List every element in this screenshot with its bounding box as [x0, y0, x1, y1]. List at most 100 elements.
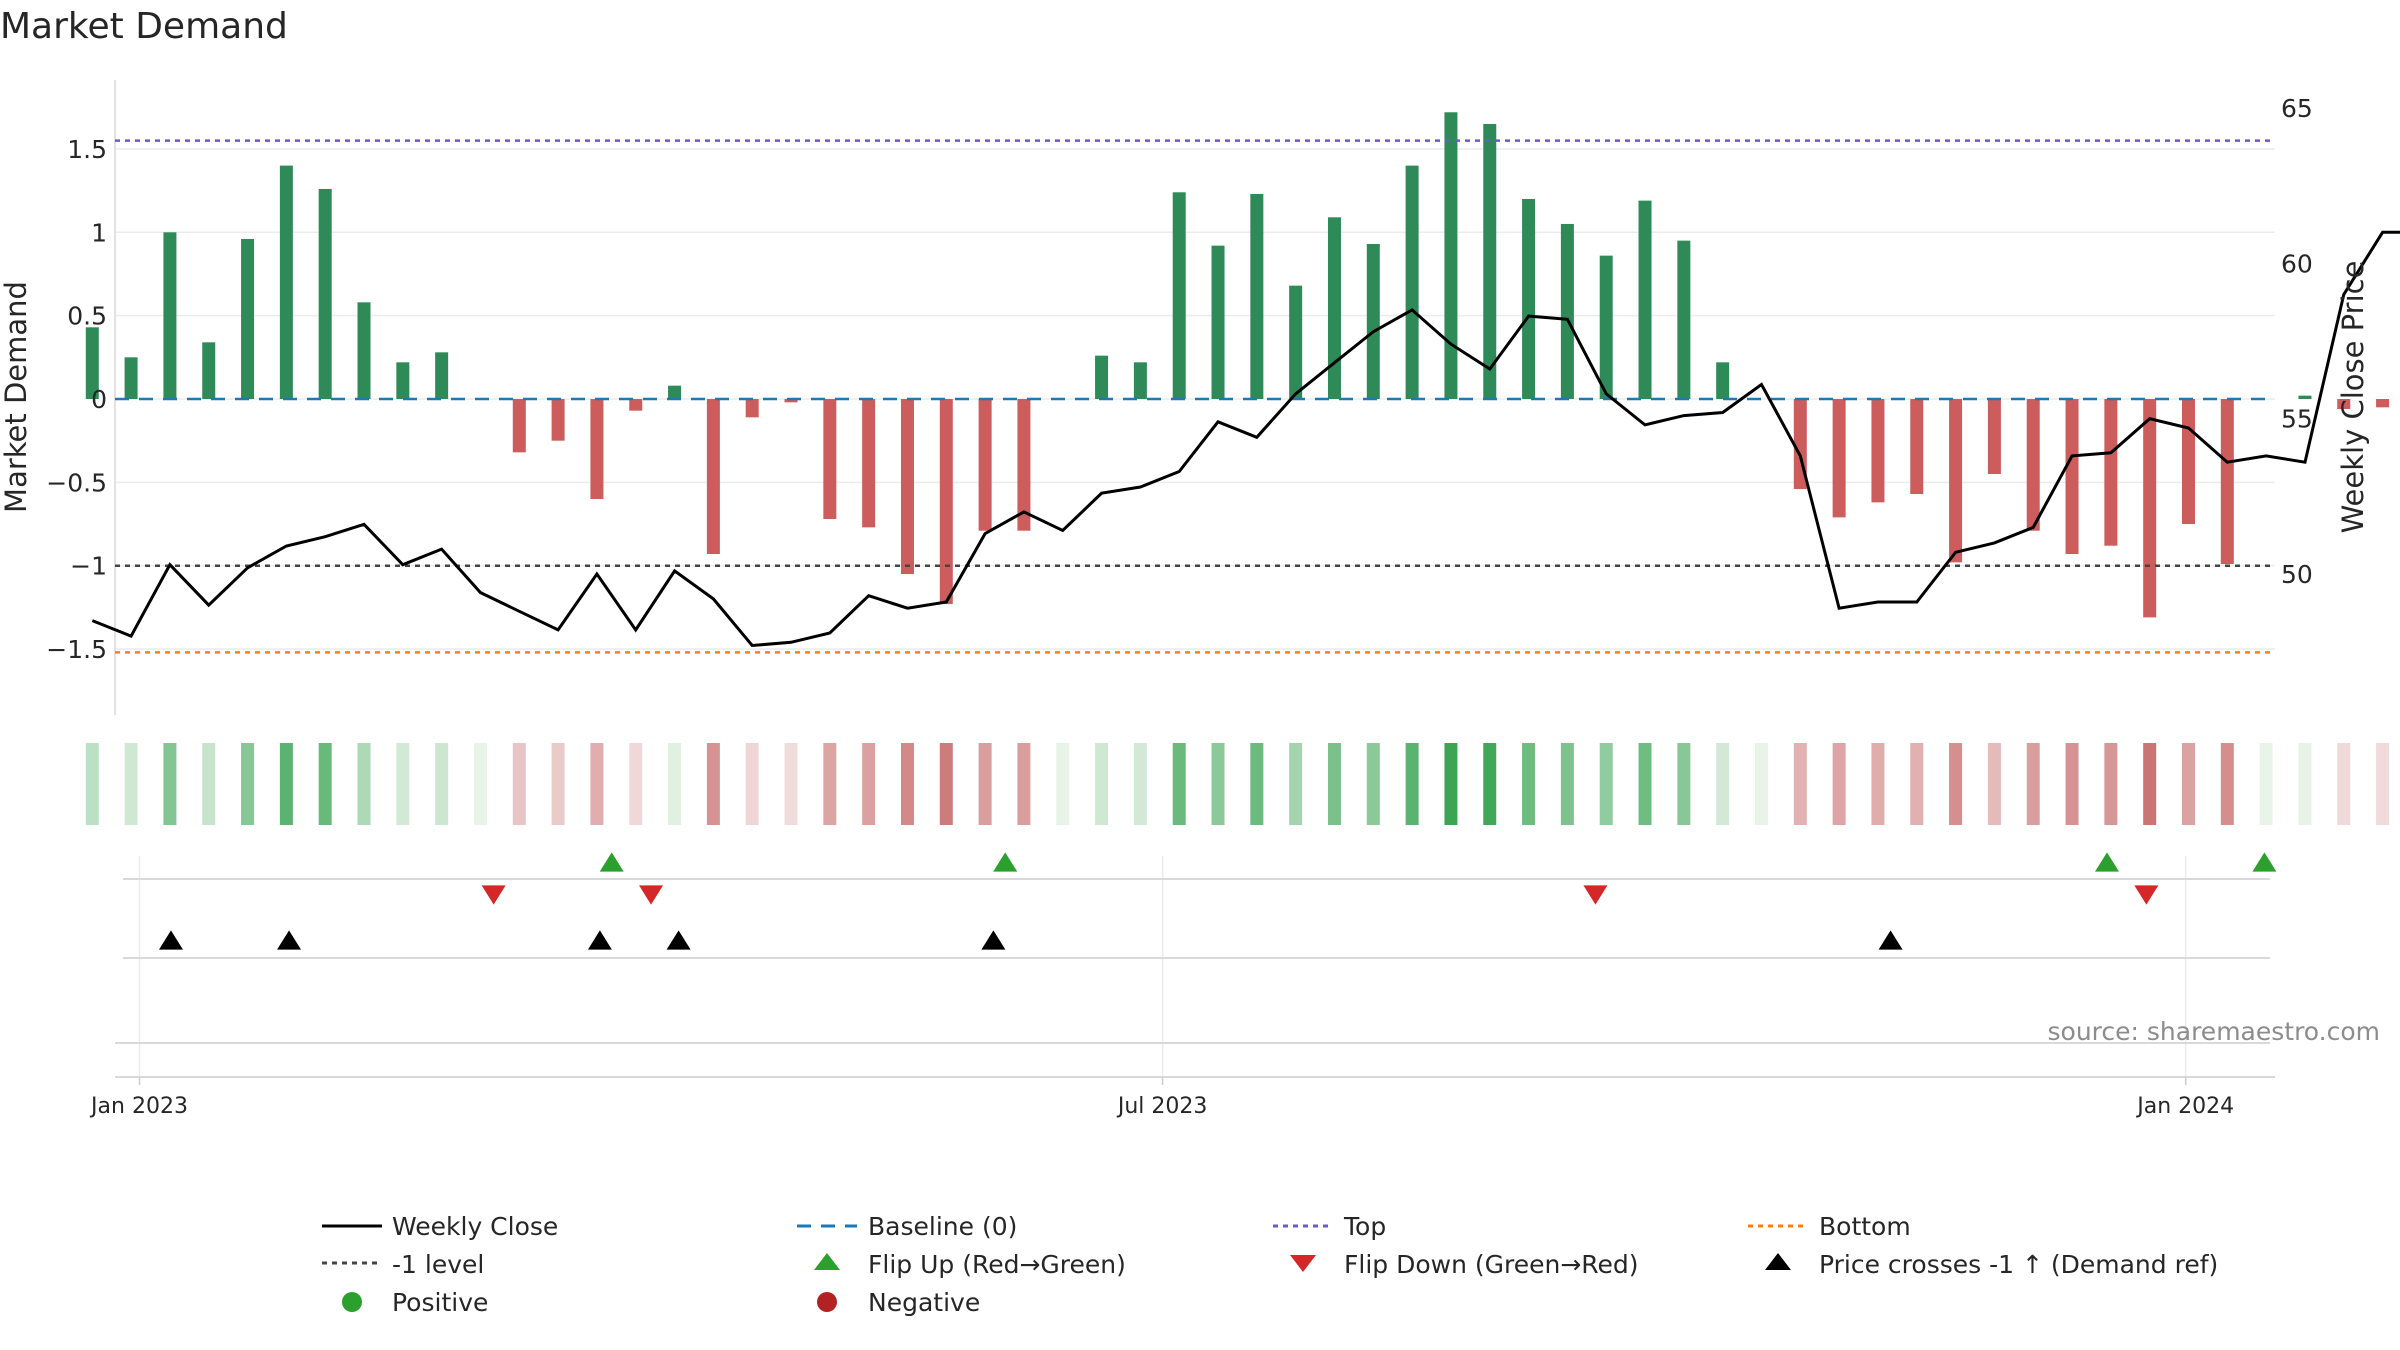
demand-bar-positive	[202, 342, 216, 399]
y-tick-labels: 1.5 1 0.5 0 −0.5 −1 −1.5	[46, 135, 107, 664]
y-axis-label: Market Demand	[0, 281, 33, 513]
strip-cell	[1560, 743, 1574, 825]
strip-cell	[1405, 743, 1419, 825]
demand-bar-positive	[1366, 243, 1380, 399]
strip-cell	[1483, 743, 1497, 825]
strip-cell	[2181, 743, 2195, 825]
legend-negative-swatch	[817, 1292, 837, 1312]
demand-bar-positive	[1327, 217, 1341, 399]
demand-bar-negative	[629, 399, 643, 411]
strip-cell	[668, 743, 682, 825]
strip-cell	[590, 743, 604, 825]
demand-bar-negative	[551, 399, 565, 441]
strip-cell	[1056, 743, 1070, 825]
demand-bar-negative	[1017, 399, 1031, 531]
legend-baseline: Baseline (0)	[868, 1212, 1017, 1241]
x-tick-label: Jan 2024	[2135, 1094, 2234, 1119]
demand-bar-positive	[1289, 285, 1303, 399]
source-label: source: sharemaestro.com	[2048, 1017, 2381, 1046]
demand-bar-negative	[862, 399, 876, 528]
demand-bar-positive	[1211, 245, 1225, 399]
legend-minus-one: -1 level	[392, 1250, 484, 1279]
strip-cell	[1832, 743, 1846, 825]
strip-cell	[163, 743, 177, 825]
demand-bar-positive	[1677, 240, 1691, 399]
flip-up-marker	[993, 852, 1018, 872]
y-tick-label: 1.5	[67, 135, 107, 164]
demand-bar-positive	[1599, 255, 1613, 399]
y2-tick-label: 55	[2281, 405, 2313, 434]
demand-bar-negative	[1987, 399, 2001, 475]
y-tick-label: −1.5	[46, 635, 107, 664]
demand-bar-positive	[2298, 395, 2312, 399]
price-cross-marker	[666, 930, 691, 950]
strip-cell	[1638, 743, 1652, 825]
strip-cell	[823, 743, 837, 825]
demand-bar-positive	[668, 385, 682, 399]
demand-bar-positive	[85, 327, 99, 399]
demand-bar-negative	[978, 399, 992, 531]
strip-cell	[1522, 743, 1536, 825]
event-gridlines	[138, 856, 2187, 1077]
event-markers	[158, 852, 2277, 950]
strip-cell	[1366, 743, 1380, 825]
strip-cell	[745, 743, 759, 825]
strip-cell	[1793, 743, 1807, 825]
strip-cell	[279, 743, 293, 825]
price-cross-marker	[981, 930, 1006, 950]
strip-cell	[2065, 743, 2079, 825]
legend-positive-swatch	[342, 1292, 362, 1312]
y2-axis-label: Weekly Close Price	[2336, 261, 2370, 534]
legend-negative: Negative	[868, 1288, 980, 1317]
demand-bar-negative	[590, 399, 604, 500]
demand-bar-negative	[2376, 399, 2390, 408]
demand-bar-positive	[396, 362, 410, 399]
x-tick-label: Jan 2023	[89, 1094, 188, 1119]
demand-bar-negative	[900, 399, 914, 575]
y-tick-label: −0.5	[46, 468, 107, 497]
legend-cross-swatch	[1765, 1253, 1791, 1270]
demand-bar-negative	[2026, 399, 2040, 531]
legend: Weekly Close Baseline (0) Top Bottom -1 …	[322, 1212, 2218, 1317]
strip-cell	[1444, 743, 1458, 825]
y2-tick-label: 65	[2281, 94, 2313, 123]
strip-cell	[551, 743, 565, 825]
flip-down-marker	[481, 885, 506, 905]
demand-bar-positive	[1638, 200, 1652, 399]
strip-cell	[357, 743, 371, 825]
demand-bar-positive	[1133, 362, 1147, 399]
level-lines	[115, 139, 2275, 654]
demand-bar-positive	[1444, 112, 1458, 399]
strip-cell	[512, 743, 526, 825]
demand-bar-negative	[706, 399, 720, 555]
strip-cell	[2220, 743, 2234, 825]
demand-bar-negative	[2337, 399, 2351, 410]
y2-tick-labels: 65 60 55 50	[2281, 94, 2313, 589]
demand-bar-negative	[939, 399, 953, 605]
price-cross-marker	[1878, 930, 1903, 950]
strip-cell	[2259, 743, 2273, 825]
demand-bar-negative	[1832, 399, 1846, 518]
demand-bar-negative	[823, 399, 837, 520]
demand-bar-negative	[2143, 399, 2157, 618]
strip-cell	[900, 743, 914, 825]
demand-bar-negative	[745, 399, 759, 418]
strip-cell	[2337, 743, 2351, 825]
demand-bar-positive	[1095, 355, 1109, 399]
strip-cell	[241, 743, 255, 825]
strip-cell	[2104, 743, 2118, 825]
weekly-close-line	[91, 230, 2400, 648]
demand-bar-negative	[2220, 399, 2234, 565]
demand-bar-negative	[2181, 399, 2195, 525]
strip-cell	[784, 743, 798, 825]
demand-bar-positive	[124, 357, 138, 399]
demand-bar-positive	[1560, 223, 1574, 399]
strip-cell	[2026, 743, 2040, 825]
demand-bar-positive	[1172, 192, 1186, 399]
strip-cell	[2376, 743, 2390, 825]
strip-cell	[1289, 743, 1303, 825]
demand-bar-negative	[1871, 399, 1885, 503]
